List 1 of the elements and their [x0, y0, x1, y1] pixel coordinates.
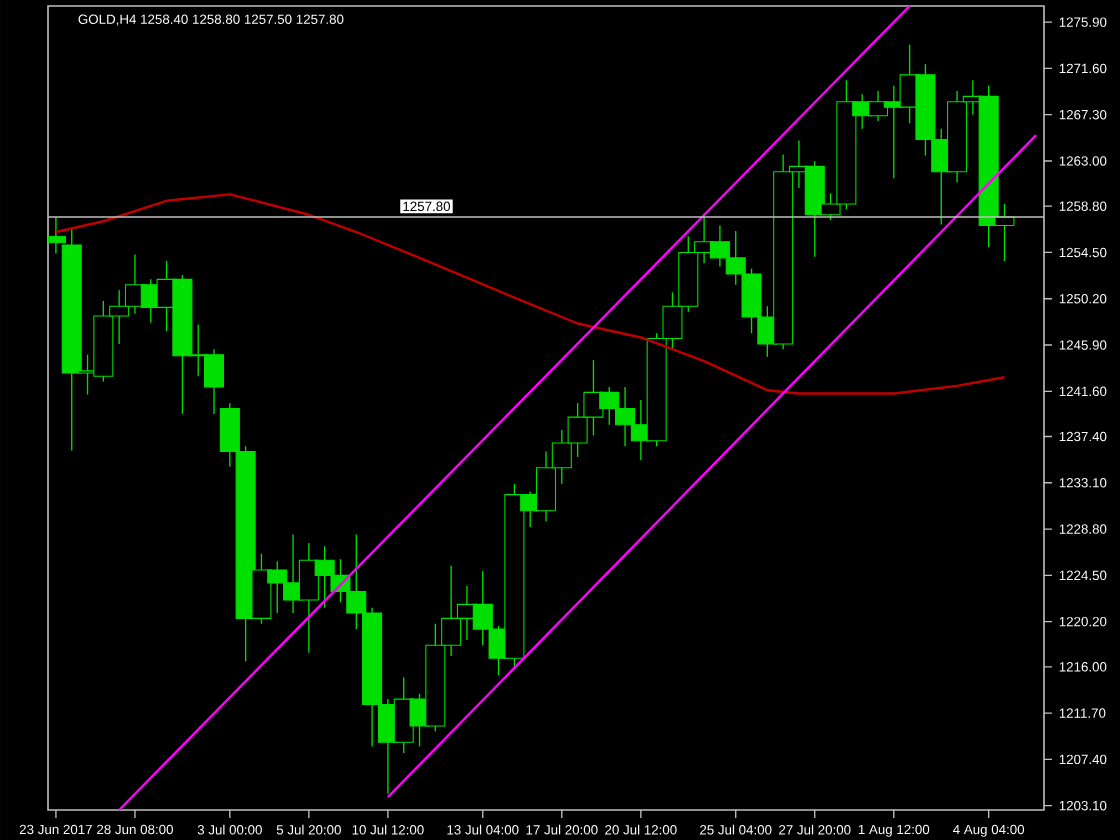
line-series [54, 193, 1006, 395]
